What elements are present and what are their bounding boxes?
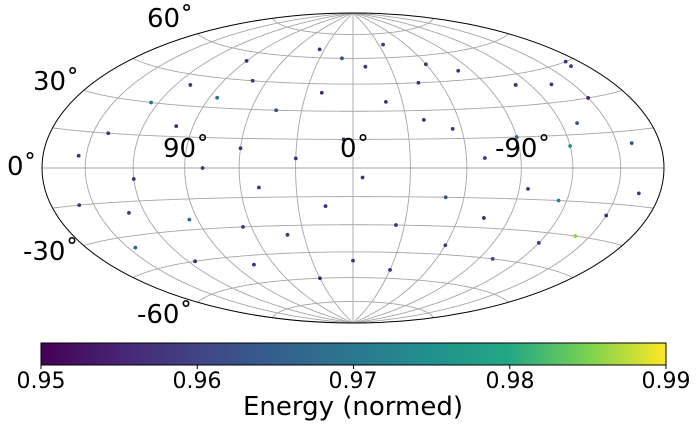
data-point (568, 144, 573, 148)
data-point (456, 68, 461, 73)
parallel-line (83, 90, 623, 112)
data-point (360, 175, 365, 180)
map-border (41, 12, 665, 324)
parallel-line (132, 251, 574, 279)
data-point (319, 90, 324, 95)
data-point (629, 141, 634, 146)
data-point (569, 64, 573, 69)
parallel-line (197, 33, 509, 59)
data-point (340, 56, 344, 61)
data-point (490, 256, 495, 261)
lon-tick-label: 90˚ (163, 134, 209, 164)
data-point (351, 258, 355, 263)
data-point (77, 203, 82, 208)
data-point (318, 276, 322, 281)
lat-tick-label: 30˚ (33, 67, 79, 97)
data-point (416, 80, 421, 85)
data-point (341, 137, 346, 142)
data-point (106, 131, 111, 136)
data-point (443, 243, 448, 248)
data-point (549, 82, 554, 87)
data-point (317, 47, 322, 52)
map-area (41, 12, 665, 324)
data-point (257, 185, 261, 190)
parallel-line (132, 57, 574, 85)
lat-tick-label: 0˚ (7, 152, 37, 182)
colorbar-label: Energy (normed) (243, 392, 463, 422)
data-point (394, 223, 398, 227)
data-point (573, 234, 578, 238)
data-point (424, 62, 428, 67)
data-point (241, 225, 245, 229)
lat-tick-label: -30˚ (23, 237, 78, 267)
colorbar-tick-label: 0.99 (642, 369, 691, 394)
data-point (127, 210, 131, 215)
data-point (174, 124, 179, 129)
latitude-tick-labels: 60˚ 30˚ 0˚ -30˚ -60˚ (7, 4, 193, 330)
data-point (381, 42, 385, 47)
lon-tick-label: 0˚ (340, 134, 370, 164)
data-point (323, 204, 328, 209)
data-point (556, 198, 561, 203)
colorbar-tick-label: 0.96 (173, 369, 222, 394)
data-point (481, 216, 486, 220)
data-point (384, 99, 388, 104)
data-point (250, 78, 255, 83)
colorbar-ticks (40, 365, 667, 369)
data-point (293, 156, 298, 161)
data-point (514, 135, 519, 139)
data-points (76, 42, 641, 281)
lat-tick-label: 60˚ (147, 4, 193, 34)
colorbar-gradient (40, 342, 667, 366)
parallel-line (52, 196, 654, 209)
data-point (363, 64, 368, 69)
data-point (133, 245, 138, 250)
data-point (586, 96, 591, 100)
data-point (604, 213, 609, 218)
parallel-line (272, 300, 434, 318)
data-point (563, 59, 568, 64)
data-point (187, 217, 192, 222)
data-point (513, 83, 518, 87)
data-point (482, 156, 487, 160)
data-point (450, 126, 455, 131)
data-point (536, 240, 541, 245)
data-point (76, 153, 81, 158)
graticule (42, 12, 664, 324)
parallel-line (197, 277, 509, 303)
data-point (443, 195, 448, 200)
colorbar-tick-label: 0.98 (486, 369, 535, 394)
data-point (131, 177, 136, 181)
data-point (188, 83, 193, 87)
lon-tick-label: -90˚ (495, 134, 550, 164)
parallel-line (52, 127, 654, 140)
colorbar: 0.95 0.96 0.97 0.98 0.99 Energy (normed) (17, 342, 691, 422)
colorbar-tick-label: 0.97 (329, 369, 378, 394)
parallel-line (272, 18, 434, 36)
data-point (636, 191, 641, 196)
data-point (149, 100, 153, 105)
data-point (193, 259, 198, 264)
lat-tick-label: -60˚ (137, 300, 192, 330)
data-point (244, 59, 249, 63)
data-point (388, 267, 392, 272)
data-point (252, 262, 256, 267)
data-point (215, 95, 220, 100)
data-point (200, 166, 205, 170)
data-point (274, 108, 279, 113)
data-point (526, 186, 530, 191)
colorbar-tick-labels: 0.95 0.96 0.97 0.98 0.99 (17, 369, 691, 394)
parallel-line (83, 224, 623, 246)
data-point (285, 232, 290, 237)
longitude-tick-labels: 90˚ 0˚ -90˚ (163, 134, 550, 164)
data-point (575, 121, 579, 126)
data-point (421, 117, 426, 122)
data-point (238, 146, 243, 151)
colorbar-tick-label: 0.95 (17, 369, 66, 394)
